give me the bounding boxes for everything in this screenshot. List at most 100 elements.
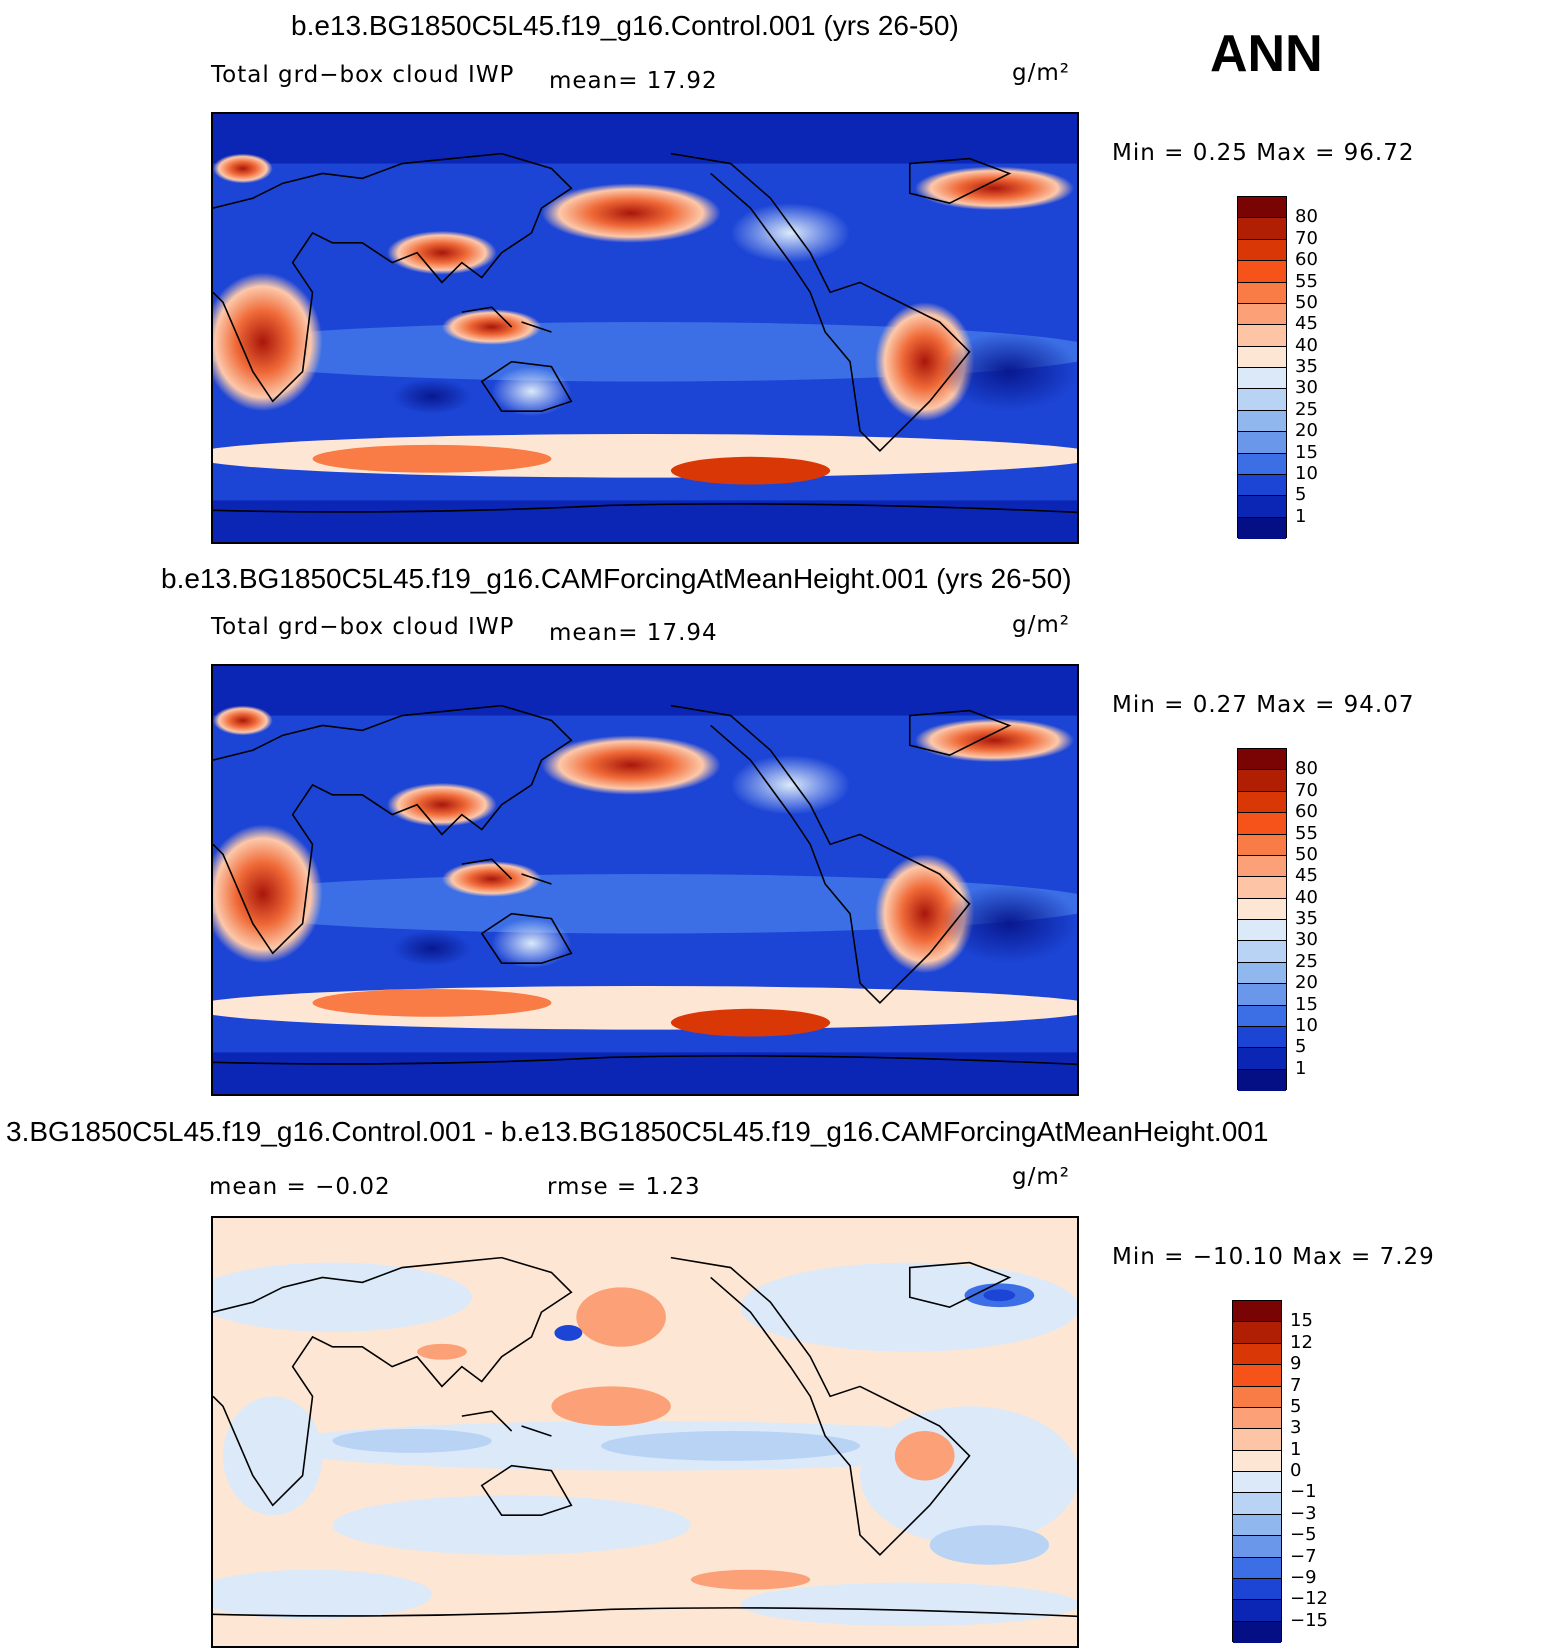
panel-2-colorbar-cell (1238, 770, 1286, 792)
panel-2-colorbar (1237, 748, 1287, 1091)
panel-3-colorbar-cell (1233, 1343, 1281, 1366)
panel-3-colorbar-cell (1233, 1493, 1281, 1515)
panel-1-colorbar (1237, 196, 1287, 539)
panel-2-colorbar-cell (1238, 962, 1286, 985)
panel-2-field-label: Total grd−box cloud IWP (211, 614, 515, 640)
panel-3-title: 3.BG1850C5L45.f19_g16.Control.001 - b.e1… (6, 1116, 1269, 1147)
panel-3-colorbar-cell (1233, 1472, 1281, 1494)
panel-3-rmse: rmse = 1.23 (547, 1174, 701, 1200)
panel-1-minmax: Min = 0.25 Max = 96.72 (1112, 140, 1415, 166)
panel-2-colorbar-cell (1238, 984, 1286, 1006)
panel-3-colorbar-label: 9 (1290, 1353, 1302, 1375)
panel-2-colorbar-label: 25 (1295, 950, 1318, 972)
panel-2-colorbar-label: 1 (1295, 1057, 1307, 1079)
panel-1-colorbar-cell (1238, 474, 1286, 497)
panel-2-colorbar-label: 60 (1295, 801, 1318, 823)
panel-1-colorbar-label: 45 (1295, 313, 1318, 335)
panel-1-colorbar-label: 5 (1295, 484, 1307, 506)
panel-3-colorbar-cell (1233, 1514, 1281, 1537)
panel-3-colorbar-label: −3 (1290, 1502, 1317, 1524)
panel-1-colorbar-cell (1238, 346, 1286, 368)
panel-1-colorbar-label: 40 (1295, 334, 1318, 356)
panel-2-colorbar-cell (1238, 1005, 1286, 1027)
panel-1-colorbar-label: 55 (1295, 270, 1318, 292)
panel-3-colorbar-label: −5 (1290, 1524, 1317, 1546)
panel-2-colorbar-label: 5 (1295, 1036, 1307, 1058)
panel-1-colorbar-cell (1238, 218, 1286, 240)
panel-1-colorbar-cell (1238, 432, 1286, 454)
panel-2-colorbar-label: 70 (1295, 779, 1318, 801)
panel-1-mean: mean= 17.92 (549, 68, 718, 94)
panel-1-colorbar-cell (1238, 410, 1286, 433)
panel-3-colorbar-label: −12 (1290, 1588, 1328, 1610)
panel-3-units: g/m² (1012, 1164, 1070, 1190)
panel-1-field-label: Total grd−box cloud IWP (211, 62, 515, 88)
panel-2-colorbar-label: 35 (1295, 908, 1318, 929)
panel-1-colorbar-label: 60 (1295, 249, 1318, 271)
panel-2-colorbar-cell (1238, 920, 1286, 942)
panel-2-units: g/m² (1012, 612, 1070, 638)
panel-3-minmax: Min = −10.10 Max = 7.29 (1112, 1244, 1435, 1270)
panel-3-colorbar (1232, 1300, 1282, 1643)
panel-2-colorbar-label: 50 (1295, 843, 1318, 865)
panel-2-colorbar-label: 20 (1295, 972, 1318, 994)
panel-2-colorbar-label: 10 (1295, 1014, 1318, 1036)
season-label: ANN (1210, 25, 1323, 83)
panel-2-colorbar-cell (1238, 1048, 1286, 1070)
panel-2-colorbar-cell (1238, 749, 1286, 771)
panel-2-colorbar-label: 80 (1295, 758, 1318, 780)
panel-2-colorbar-label: 40 (1295, 886, 1318, 908)
panel-2-colorbar-cell (1238, 1026, 1286, 1049)
panel-2-colorbar-cell (1238, 898, 1286, 920)
panel-3-colorbar-label: 15 (1290, 1310, 1313, 1332)
panel-2-colorbar-cell (1238, 791, 1286, 814)
panel-1-colorbar-cell (1238, 303, 1286, 326)
panel-3-colorbar-cell (1233, 1407, 1281, 1430)
panel-1-colorbar-label: 20 (1295, 420, 1318, 442)
panel-2-map (211, 664, 1079, 1096)
panel-3-colorbar-cell (1233, 1600, 1281, 1622)
panel-3-colorbar-label: 5 (1290, 1395, 1302, 1417)
panel-1-colorbar-cell (1238, 325, 1286, 347)
panel-1-colorbar-label: 30 (1295, 377, 1318, 399)
panel-3-mean: mean = −0.02 (209, 1174, 391, 1200)
panel-1-colorbar-cells (1238, 197, 1286, 539)
panel-3-colorbar-cell (1233, 1450, 1281, 1472)
panel-2-colorbar-label: 30 (1295, 929, 1318, 951)
panel-1-colorbar-label: 1 (1295, 505, 1307, 527)
panel-2-colorbar-label: 45 (1295, 865, 1318, 887)
panel-3-colorbar-label: 0 (1290, 1460, 1302, 1481)
panel-3-colorbar-cell (1233, 1557, 1281, 1579)
panel-2-minmax: Min = 0.27 Max = 94.07 (1112, 692, 1415, 718)
panel-1-colorbar-cell (1238, 261, 1286, 283)
panel-2-title: b.e13.BG1850C5L45.f19_g16.CAMForcingAtMe… (161, 563, 1072, 594)
panel-1-colorbar-cell (1238, 368, 1286, 390)
panel-1-colorbar-cell (1238, 517, 1286, 539)
panel-1-colorbar-label: 70 (1295, 227, 1318, 249)
panel-1-colorbar-label: 35 (1295, 356, 1318, 377)
panel-1-colorbar-label: 25 (1295, 398, 1318, 420)
panel-3-colorbar-label: 12 (1290, 1331, 1313, 1353)
panel-1-colorbar-cell (1238, 453, 1286, 475)
panel-3-colorbar-label: 1 (1290, 1438, 1302, 1460)
panel-1-colorbar-label: 80 (1295, 206, 1318, 228)
panel-1-colorbar-cell (1238, 197, 1286, 219)
panel-3-colorbar-cell (1233, 1578, 1281, 1601)
panel-1-colorbar-label: 50 (1295, 291, 1318, 313)
panel-3-colorbar-label: 3 (1290, 1417, 1302, 1439)
panel-3-colorbar-cell (1233, 1536, 1281, 1558)
panel-2-colorbar-label: 15 (1295, 993, 1318, 1015)
panel-2-mean: mean= 17.94 (549, 620, 718, 646)
panel-1-units: g/m² (1012, 60, 1070, 86)
panel-1-title: b.e13.BG1850C5L45.f19_g16.Control.001 (y… (291, 10, 959, 41)
panel-3-colorbar-label: −15 (1290, 1609, 1328, 1631)
panel-3-colorbar-cell (1233, 1365, 1281, 1387)
panel-3-colorbar-cell (1233, 1322, 1281, 1344)
panel-3-map (211, 1216, 1079, 1648)
panel-3-colorbar-label: −9 (1290, 1566, 1317, 1588)
panel-3-colorbar-cell (1233, 1621, 1281, 1643)
panel-2-colorbar-cell (1238, 834, 1286, 856)
panel-2-colorbar-cell (1238, 877, 1286, 899)
panel-3-colorbar-label: −1 (1290, 1481, 1317, 1503)
panel-1-colorbar-label: 10 (1295, 462, 1318, 484)
